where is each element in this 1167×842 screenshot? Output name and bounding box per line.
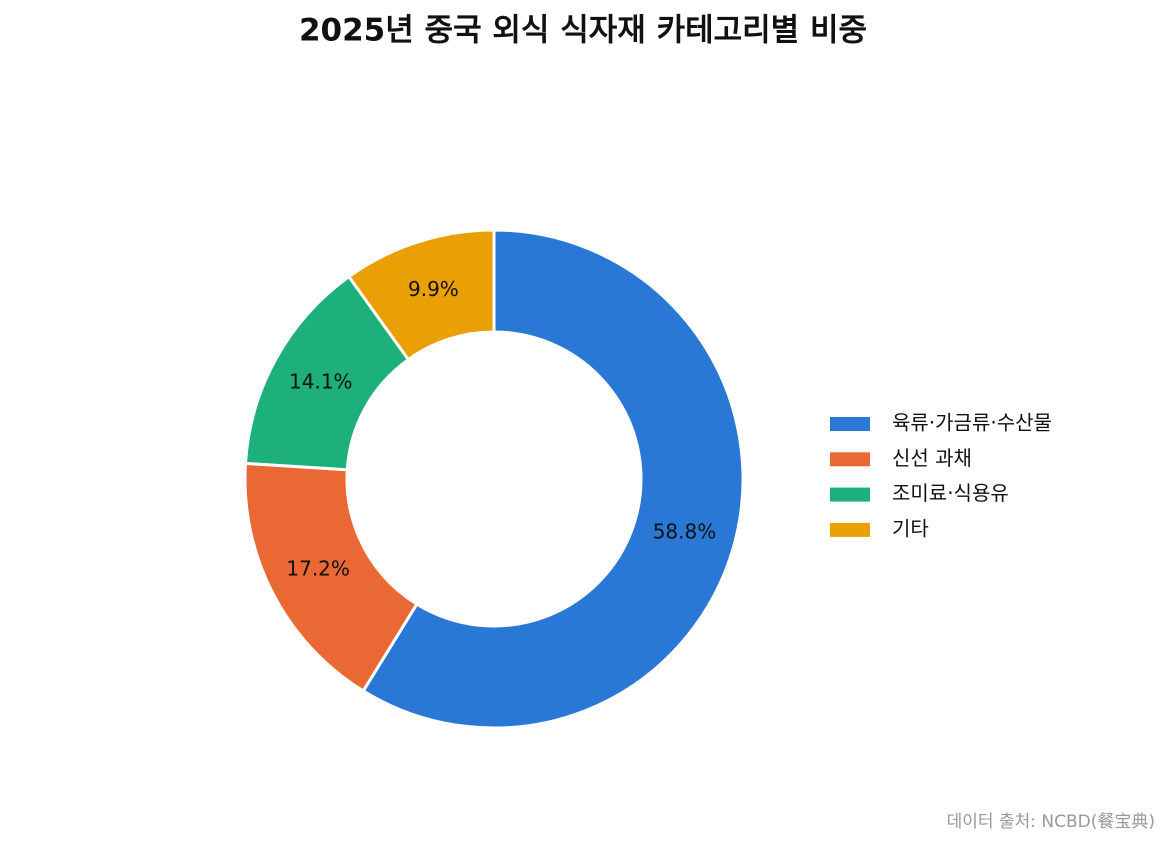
legend-swatch: [830, 522, 870, 537]
legend-label: 조미료·식용유: [892, 481, 1009, 505]
source-note: 데이터 출처: NCBD(餐宝典): [947, 812, 1155, 832]
chart-title: 2025년 중국 외식 식자재 카테고리별 비중: [299, 13, 867, 49]
legend-label: 육류·가금류·수산물: [892, 411, 1052, 435]
legend-swatch: [830, 487, 870, 502]
value-label: 14.1%: [289, 370, 353, 394]
legend-swatch: [830, 417, 870, 431]
value-label: 9.9%: [408, 277, 459, 301]
donut-slice: [361, 228, 745, 730]
value-label: 17.2%: [286, 556, 350, 580]
donut-slice: [346, 228, 496, 362]
legend-label: 신선 과채: [892, 446, 972, 470]
donut-slice: [243, 461, 419, 693]
value-label: 58.8%: [653, 520, 717, 544]
legend-label: 기타: [892, 516, 929, 540]
legend-swatch: [830, 452, 870, 467]
